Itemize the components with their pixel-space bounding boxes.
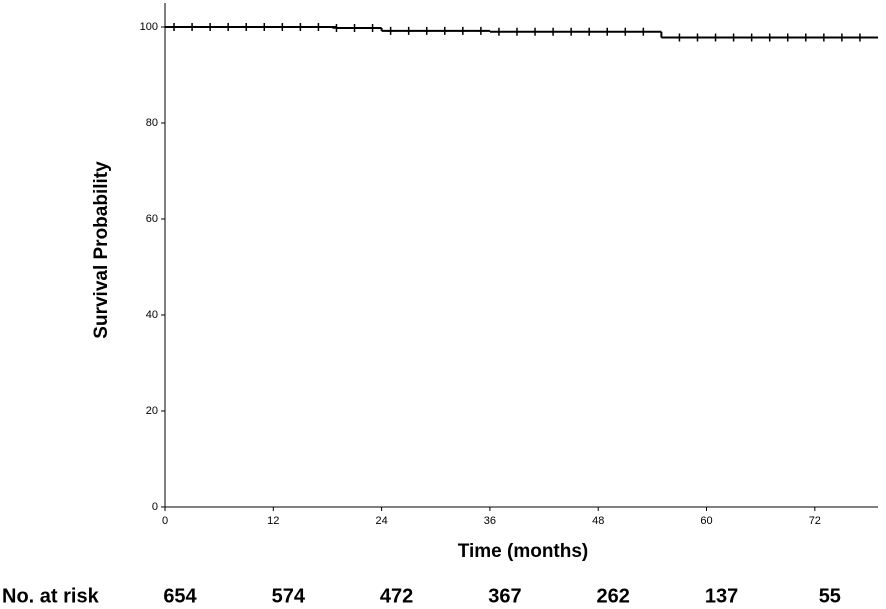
censor-mark xyxy=(476,26,485,35)
y-tick-label: 80 xyxy=(146,117,158,129)
censor-mark xyxy=(350,23,359,32)
x-axis-title: Time (months) xyxy=(458,541,589,562)
censor-mark xyxy=(855,33,864,42)
censor-mark xyxy=(765,33,774,42)
y-axis-title: Survival Probability xyxy=(91,161,112,339)
censor-mark xyxy=(711,33,720,42)
censor-mark xyxy=(224,23,233,31)
risk-label: No. at risk xyxy=(2,585,100,607)
censor-mark xyxy=(494,27,503,36)
x-tick-label: 12 xyxy=(267,515,279,527)
risk-count: 55 xyxy=(819,585,841,607)
censor-mark xyxy=(675,33,684,42)
censor-mark xyxy=(603,27,612,36)
censor-mark xyxy=(621,27,630,36)
censor-mark xyxy=(531,27,540,36)
censor-mark xyxy=(801,33,810,42)
censor-mark xyxy=(296,23,305,31)
risk-count: 262 xyxy=(597,585,630,607)
censor-mark xyxy=(188,23,197,31)
censor-mark xyxy=(819,33,828,42)
censor-mark xyxy=(512,27,521,36)
censor-mark xyxy=(404,26,413,35)
censor-mark xyxy=(747,33,756,42)
x-tick-label: 72 xyxy=(809,515,821,527)
censor-mark xyxy=(639,27,648,36)
y-tick-label: 20 xyxy=(146,405,158,417)
y-tick-label: 0 xyxy=(152,501,158,513)
x-tick-label: 36 xyxy=(484,515,496,527)
y-tick-label: 40 xyxy=(146,309,158,321)
censor-mark xyxy=(783,33,792,42)
risk-count: 654 xyxy=(163,585,197,607)
censor-mark xyxy=(729,33,738,42)
y-tick-label: 100 xyxy=(140,21,158,33)
x-tick-label: 60 xyxy=(700,515,712,527)
censor-mark xyxy=(242,23,251,31)
x-tick-label: 24 xyxy=(375,515,387,527)
censor-mark xyxy=(837,33,846,42)
risk-count: 137 xyxy=(705,585,738,607)
censor-mark xyxy=(278,23,287,31)
x-tick-label: 0 xyxy=(162,515,168,527)
censor-mark xyxy=(549,27,558,36)
censor-mark xyxy=(206,23,215,31)
x-tick-label: 48 xyxy=(592,515,604,527)
censor-mark xyxy=(368,23,377,32)
risk-count: 574 xyxy=(272,585,306,607)
censor-mark xyxy=(260,23,269,31)
risk-count: 367 xyxy=(488,585,521,607)
censor-mark xyxy=(458,26,467,35)
censor-mark xyxy=(386,26,395,35)
censor-mark xyxy=(170,23,179,31)
censor-mark xyxy=(422,26,431,35)
censor-mark xyxy=(693,33,702,42)
risk-count: 472 xyxy=(380,585,413,607)
censor-mark xyxy=(567,27,576,36)
censor-mark xyxy=(440,26,449,35)
censor-mark xyxy=(314,23,323,31)
y-tick-label: 60 xyxy=(146,213,158,225)
censor-mark xyxy=(332,23,341,32)
censor-mark xyxy=(585,27,594,36)
